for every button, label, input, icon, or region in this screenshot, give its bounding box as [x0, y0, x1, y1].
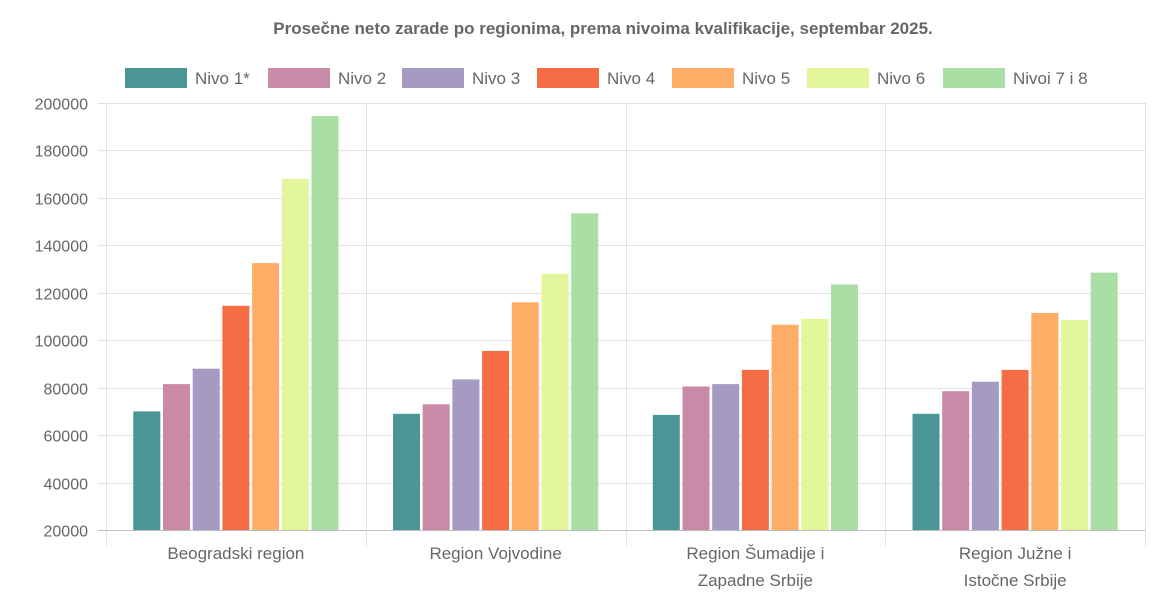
x-tick-label: Region Južne i	[959, 544, 1071, 563]
legend-label: Nivoi 7 i 8	[1013, 69, 1088, 88]
bar[interactable]	[942, 391, 970, 530]
legend-swatch	[807, 68, 869, 88]
legend-item[interactable]: Nivo 4	[537, 68, 655, 88]
legend-swatch	[537, 68, 599, 88]
bar[interactable]	[831, 284, 858, 531]
legend-label: Nivo 3	[472, 69, 520, 88]
bar[interactable]	[1001, 369, 1029, 530]
y-tick-label: 40000	[44, 477, 89, 494]
legend-swatch	[943, 68, 1005, 88]
y-tick-label: 120000	[35, 287, 88, 304]
bar[interactable]	[741, 369, 769, 530]
bar[interactable]	[971, 381, 999, 530]
y-tick-label: 180000	[35, 144, 88, 161]
bar[interactable]	[801, 318, 829, 530]
legend-label: Nivo 4	[607, 69, 655, 88]
bar[interactable]	[1090, 272, 1118, 530]
legend-swatch	[125, 68, 187, 88]
x-tick-label: Beogradski region	[167, 544, 304, 563]
bar[interactable]	[422, 404, 450, 530]
y-tick-label: 100000	[35, 334, 88, 351]
x-axis: Beogradski region Region Vojvodine Region …	[167, 544, 1071, 590]
y-tick-label: 140000	[35, 239, 88, 256]
legend-label: Nivo 1*	[195, 69, 250, 88]
bar[interactable]	[222, 305, 250, 530]
legend-item[interactable]: Nivoi 7 i 8	[943, 68, 1088, 88]
bar[interactable]	[452, 379, 480, 530]
y-axis: 20000 40000 60000 80000 100000 120000 140000 16…	[35, 97, 88, 541]
legend-item[interactable]: Nivo 3	[402, 68, 520, 88]
legend-swatch	[672, 68, 734, 88]
legend-swatch	[402, 68, 464, 88]
bar[interactable]	[281, 178, 309, 530]
bar[interactable]	[682, 386, 710, 531]
legend-label: Nivo 5	[742, 69, 790, 88]
bar[interactable]	[712, 384, 740, 530]
legend-item[interactable]: Nivo 5	[672, 68, 790, 88]
legend-label: Nivo 2	[338, 69, 386, 88]
bar[interactable]	[571, 213, 599, 531]
x-tick-label: Region Šumadije i	[686, 544, 824, 563]
bar[interactable]	[482, 350, 510, 530]
y-tick-label: 60000	[44, 429, 89, 446]
x-tick-label: Zapadne Srbije	[698, 571, 813, 590]
bar[interactable]	[393, 413, 420, 530]
bar[interactable]	[192, 368, 220, 530]
chart-title: Prosečne neto zarade po regionima, prema…	[273, 19, 933, 38]
bar[interactable]	[311, 116, 339, 530]
y-tick-label: 80000	[44, 382, 89, 399]
y-tick-label: 200000	[35, 97, 88, 114]
bar[interactable]	[1061, 320, 1088, 530]
bar[interactable]	[912, 413, 940, 530]
bar[interactable]	[511, 302, 539, 530]
bar[interactable]	[163, 384, 190, 530]
bars	[133, 116, 1118, 531]
legend-label: Nivo 6	[877, 69, 925, 88]
bar[interactable]	[771, 324, 799, 530]
legend-swatch	[268, 68, 330, 88]
bar[interactable]	[541, 273, 569, 530]
bar[interactable]	[252, 263, 280, 530]
y-tick-label: 20000	[44, 524, 89, 541]
legend-item[interactable]: Nivo 1*	[125, 68, 250, 88]
legend: Nivo 1* Nivo 2 Nivo 3 Nivo 4 Nivo 5 Nivo 6 Niv…	[125, 68, 1088, 88]
x-tick-label: Istočne Srbije	[964, 571, 1067, 590]
bar[interactable]	[133, 411, 161, 530]
legend-item[interactable]: Nivo 2	[268, 68, 386, 88]
y-tick-label: 160000	[35, 192, 88, 209]
x-tick-label: Region Vojvodine	[429, 544, 561, 563]
bar[interactable]	[652, 414, 680, 530]
legend-item[interactable]: Nivo 6	[807, 68, 925, 88]
bar[interactable]	[1031, 312, 1059, 530]
